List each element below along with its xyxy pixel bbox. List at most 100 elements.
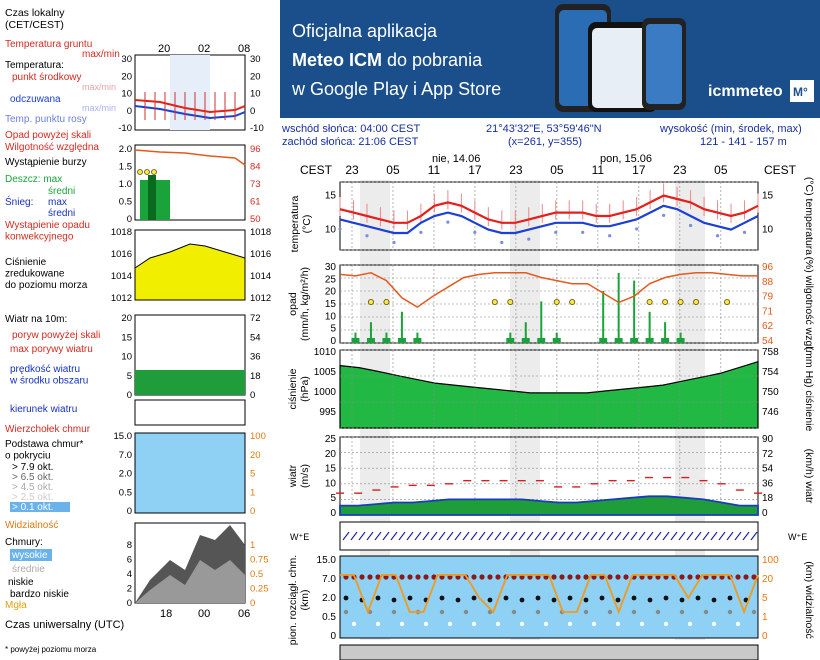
- legend-wind-speed: prędkość wiatru w środku obszaru: [9, 364, 88, 387]
- legend-opad: Opad powyżej skali: [5, 130, 91, 141]
- tick-label-right: 0: [762, 508, 768, 519]
- mini-tick-right: -10: [250, 123, 264, 134]
- cloud-dot-high: [407, 574, 413, 580]
- mini-cover-ticks: 8 6 4 2 0 1 0.75 0.5 0.25 0: [127, 540, 269, 609]
- dew-point-dot: [446, 220, 450, 224]
- wind-arrow: [694, 531, 702, 541]
- mini-tick-right: 96: [250, 144, 261, 155]
- mini-temp-night: [170, 55, 210, 130]
- tick-label-right: 72: [762, 449, 774, 460]
- mini-wind-ticks: 20 15 10 5 0 72 54 36 18 0: [121, 313, 260, 401]
- cloud-dot-low: [543, 621, 549, 627]
- wind-arrow: [606, 531, 614, 541]
- time-axis: CEST CEST nie, 14.06 pon, 15.06 23 05 11 17…: [300, 153, 797, 177]
- tick-label-right: 18: [762, 493, 774, 504]
- temp-series-line: [339, 194, 759, 224]
- tick-label-left: 0.5: [322, 612, 336, 623]
- legend-cloud-base: Podstawa chmur* o pokryciu: [5, 439, 83, 462]
- mini-tick-left: 0: [127, 214, 132, 225]
- legend-wind-direction: kierunek wiatru: [10, 404, 77, 415]
- dew-point-dot: [419, 230, 423, 234]
- wind-arrow: [614, 531, 622, 541]
- mini-tick-right: 30: [250, 54, 261, 65]
- cloud-dot-base: [583, 597, 589, 603]
- wind-arrow: [486, 531, 494, 541]
- cloud-dot-high: [751, 574, 757, 580]
- gust-marks: [336, 476, 762, 494]
- mini-tick-right: 18: [250, 371, 261, 382]
- mini-pressure-area: [134, 243, 246, 301]
- mini-tick-left: 15.0: [114, 431, 133, 442]
- dew-point-dot: [338, 227, 342, 231]
- pressure-ticks: 1010 1005 1000 995 758 754 750 746: [314, 347, 779, 418]
- mini-tick-right: 0.75: [250, 555, 269, 566]
- cloud-dot-base: [375, 595, 381, 601]
- mini-tick-left: 4: [127, 569, 132, 580]
- storm-mark: [646, 298, 653, 305]
- precip-bar: [416, 332, 419, 343]
- hour-label: 23: [673, 163, 687, 177]
- mini-tick-left: 5: [127, 371, 132, 382]
- cloud-dot-high: [423, 574, 429, 580]
- storm-mark: [507, 298, 514, 305]
- mini-tick-left: 2.0: [119, 469, 132, 480]
- precip-bar: [354, 332, 357, 343]
- cloud-ticks: 15.0 7.0 2.0 0.5 0 100 20 5 1 0: [317, 555, 780, 642]
- mini-tick-right: 54: [250, 332, 261, 343]
- cloud-dot-high: [679, 574, 685, 580]
- mini-tick-left: 10: [121, 89, 132, 100]
- mini-tick-right: 0: [250, 390, 255, 401]
- coords-text: 21°43'32"E, 53°59'46"N: [486, 123, 602, 135]
- temp-ylabel-right: (°C) temperatura: [803, 177, 815, 255]
- mini-tick-left: 2.0: [119, 144, 132, 155]
- wind-arrow: [678, 531, 686, 541]
- mini-temp-line: [134, 99, 246, 114]
- wind-arrow: [446, 531, 454, 541]
- hour-label: 11: [428, 163, 441, 177]
- mini-tick-left: 0: [127, 390, 132, 401]
- wind-arrow: [558, 531, 566, 541]
- legend-humidity: Wilgotność względna: [5, 142, 99, 153]
- time-tick: 20: [158, 43, 170, 55]
- legend-cover-title: Chmury:: [5, 537, 43, 548]
- cloud-dot-high: [743, 574, 749, 580]
- hour-label: 17: [632, 163, 646, 177]
- cloud-dot-low: [567, 621, 573, 627]
- mini-tick-right: 1: [250, 540, 255, 551]
- wind-arrow: [686, 531, 694, 541]
- cloud-dot-mid: [727, 609, 733, 615]
- legend-footnote: * powyżej poziomu morza: [5, 645, 97, 654]
- sunrise-text: wschód słońca: 04:00 CEST: [281, 123, 420, 135]
- precip-bar: [509, 332, 512, 343]
- compass-icon-right: W⁺E: [788, 532, 807, 542]
- cloud-ylabel-right: (km) widzialność: [803, 561, 815, 639]
- cloud-dot-high: [487, 574, 493, 580]
- cloud-dot-high: [375, 574, 381, 580]
- mini-tick-left: 1014: [111, 271, 132, 282]
- cloud-dot-high: [551, 574, 557, 580]
- promo-banner[interactable]: Oficjalna aplikacja Meteo ICM do pobrani…: [280, 0, 820, 118]
- legend-occurrence: Wystąpienie opadu konwekcyjnego: [5, 220, 90, 243]
- mini-tick-left: 0: [127, 598, 132, 609]
- okt-label: > 0.1 okt.: [12, 502, 53, 513]
- cloud-dot-base: [567, 595, 573, 601]
- dew-point-dot: [392, 240, 396, 245]
- wind-arrow: [750, 531, 758, 541]
- banner-line2: Meteo ICM do pobrania: [292, 50, 483, 70]
- wind-arrow: [358, 531, 366, 541]
- mini-tick-right: 0: [250, 598, 255, 609]
- dew-point-dot: [662, 213, 666, 217]
- mini-tick-left: 0.5: [119, 197, 132, 208]
- mini-tick-right: 0.25: [250, 584, 269, 595]
- wind-arrow: [710, 531, 718, 541]
- cloud-dot-low: [471, 621, 477, 627]
- cloud-dot-base: [599, 595, 605, 601]
- cloud-dot-high: [583, 574, 589, 580]
- cloud-dot-low: [447, 621, 453, 627]
- storm-mark: [553, 298, 560, 305]
- precip-bar: [385, 332, 388, 343]
- cloud-dot-base: [519, 597, 525, 603]
- legend-cover-high-bg: [10, 549, 52, 561]
- mini-tick-right: 1016: [250, 249, 271, 260]
